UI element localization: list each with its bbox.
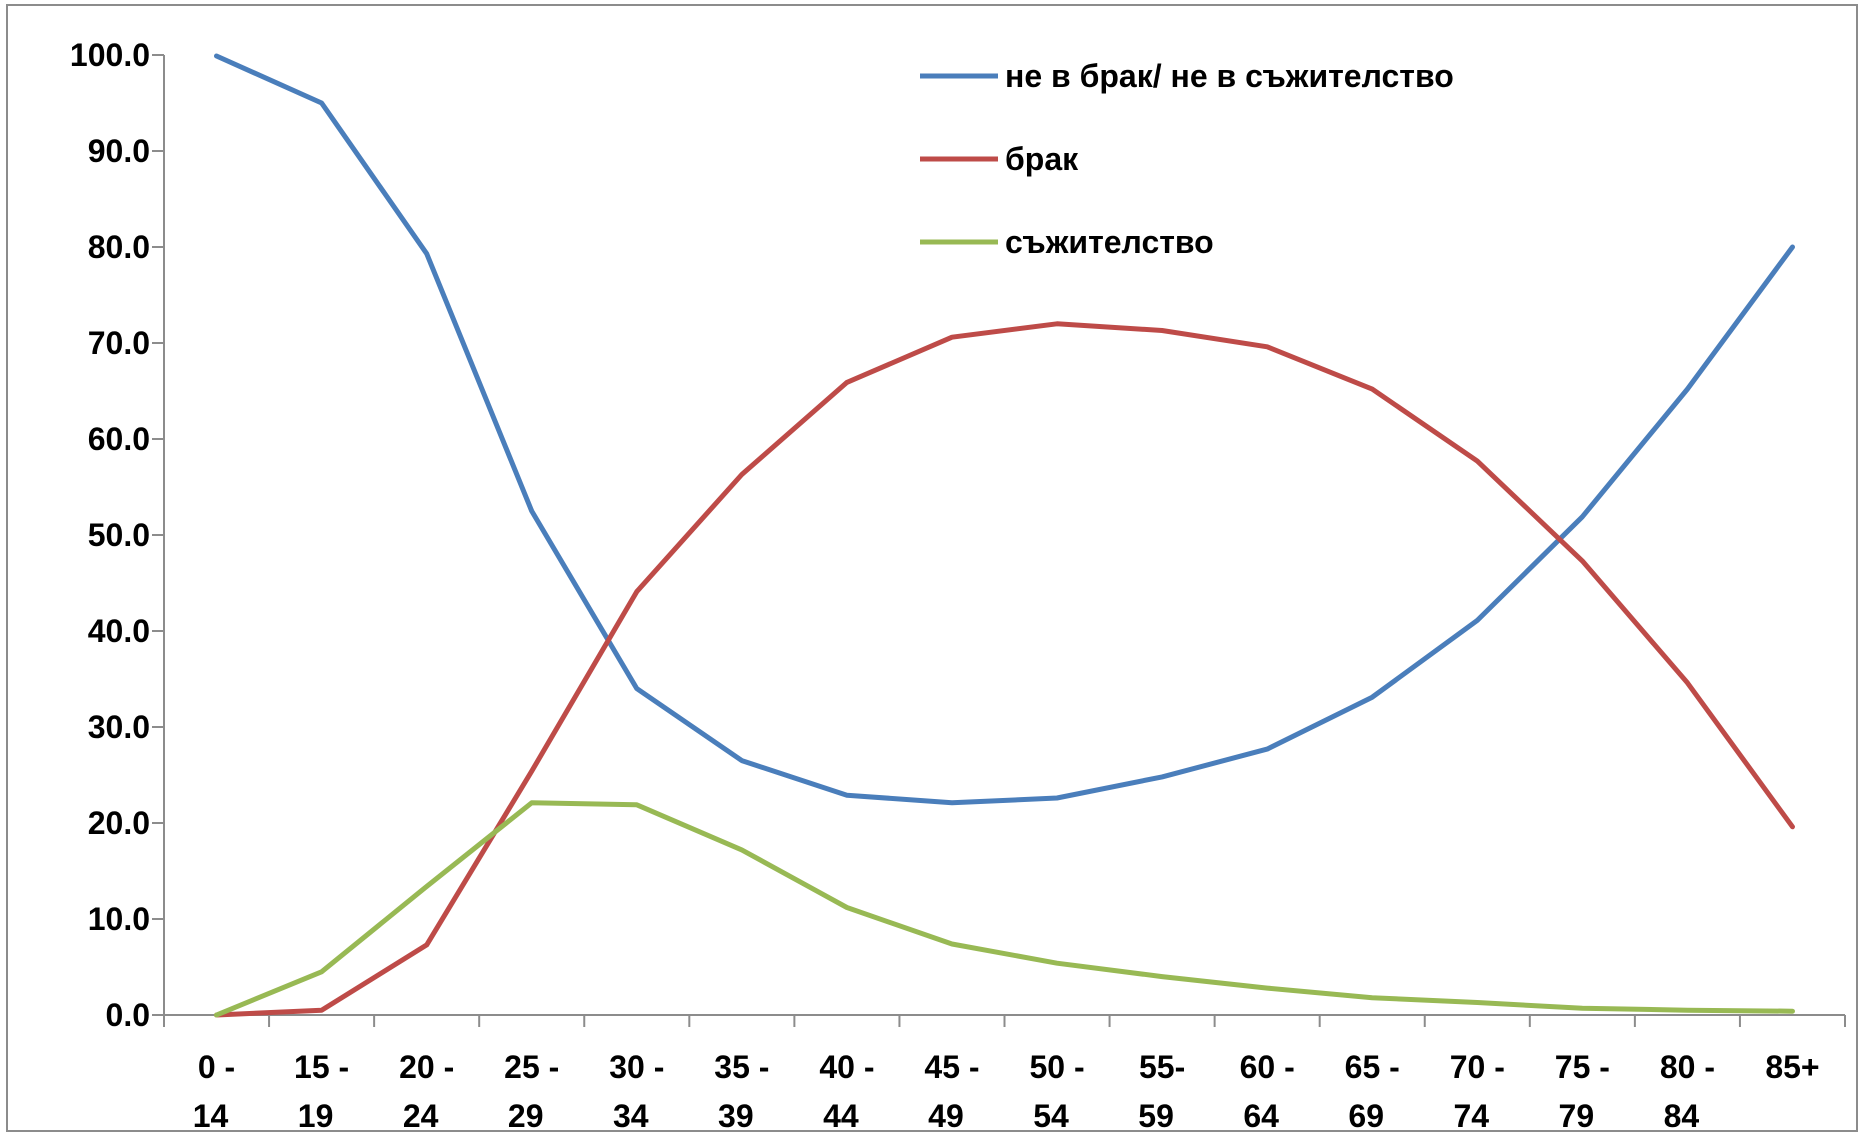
x-axis-ticks: 0 - 14 15 - 19 20 - 24 25 - 29 30 - 34 35 - 39 40 - 4… (163, 1015, 1846, 1134)
y-tick-label: 80.0 (88, 229, 150, 265)
x-tick-label: 54 (1033, 1098, 1069, 1134)
x-tick-label: 25 - (504, 1049, 559, 1085)
x-tick-label: 40 - (819, 1049, 874, 1085)
y-tick-label: 40.0 (88, 613, 150, 649)
x-tick-label: 29 (508, 1098, 544, 1134)
x-tick-label: 75 - (1555, 1049, 1610, 1085)
chart-frame (6, 4, 1858, 1132)
x-tick-label: 59 (1138, 1098, 1174, 1134)
x-tick-label: 34 (613, 1098, 649, 1134)
x-tick-label: 20 - (399, 1049, 454, 1085)
y-tick-label: 20.0 (88, 805, 150, 841)
x-tick-label: 14 (193, 1098, 229, 1134)
y-tick-label: 70.0 (88, 325, 150, 361)
x-tick-label: 19 (298, 1098, 334, 1134)
series-line-2 (214, 321, 1795, 1018)
x-tick-label: 15 - (294, 1049, 349, 1085)
series-line-1 (214, 53, 1795, 806)
x-tick-label: 74 (1453, 1098, 1489, 1134)
y-tick-label: 30.0 (88, 709, 150, 745)
x-tick-label: 44 (823, 1098, 859, 1134)
x-tick-label: 79 (1559, 1098, 1595, 1134)
x-tick-label: 55- (1139, 1049, 1185, 1085)
x-tick-label: 35 - (714, 1049, 769, 1085)
y-tick-label: 90.0 (88, 133, 150, 169)
x-tick-label: 80 - (1660, 1049, 1715, 1085)
x-tick-label: 49 (928, 1098, 964, 1134)
x-tick-label: 39 (718, 1098, 754, 1134)
series-line-3 (214, 800, 1795, 1018)
x-tick-label: 65 - (1345, 1049, 1400, 1085)
x-tick-label: 64 (1243, 1098, 1279, 1134)
x-tick-label: 60 - (1240, 1049, 1295, 1085)
legend-label: не в брак/ не в съжителство (1005, 58, 1454, 94)
y-tick-label: 60.0 (88, 421, 150, 457)
y-axis-ticks: 0.0 10.0 20.0 30.0 40.0 50.0 60.0 70.0 80.0 90.0 1… (70, 37, 164, 1033)
x-tick-label: 50 - (1029, 1049, 1084, 1085)
x-tick-label: 69 (1348, 1098, 1384, 1134)
x-tick-label: 85+ (1765, 1049, 1819, 1085)
x-tick-label: 45 - (924, 1049, 979, 1085)
legend-label: брак (1005, 141, 1079, 177)
y-tick-label: 10.0 (88, 901, 150, 937)
x-tick-label: 84 (1664, 1098, 1700, 1134)
y-tick-label: 50.0 (88, 517, 150, 553)
y-tick-label: 100.0 (70, 37, 150, 73)
series-lines (214, 53, 1795, 1018)
y-tick-label: 0.0 (106, 997, 150, 1033)
x-tick-label: 0 - (198, 1049, 235, 1085)
legend: не в брак/ не в съжителство брак съжителст… (920, 58, 1454, 260)
axes (163, 55, 1845, 1016)
x-tick-label: 70 - (1450, 1049, 1505, 1085)
x-tick-label: 30 - (609, 1049, 664, 1085)
legend-label: съжителство (1005, 224, 1214, 260)
x-tick-label: 24 (403, 1098, 439, 1134)
